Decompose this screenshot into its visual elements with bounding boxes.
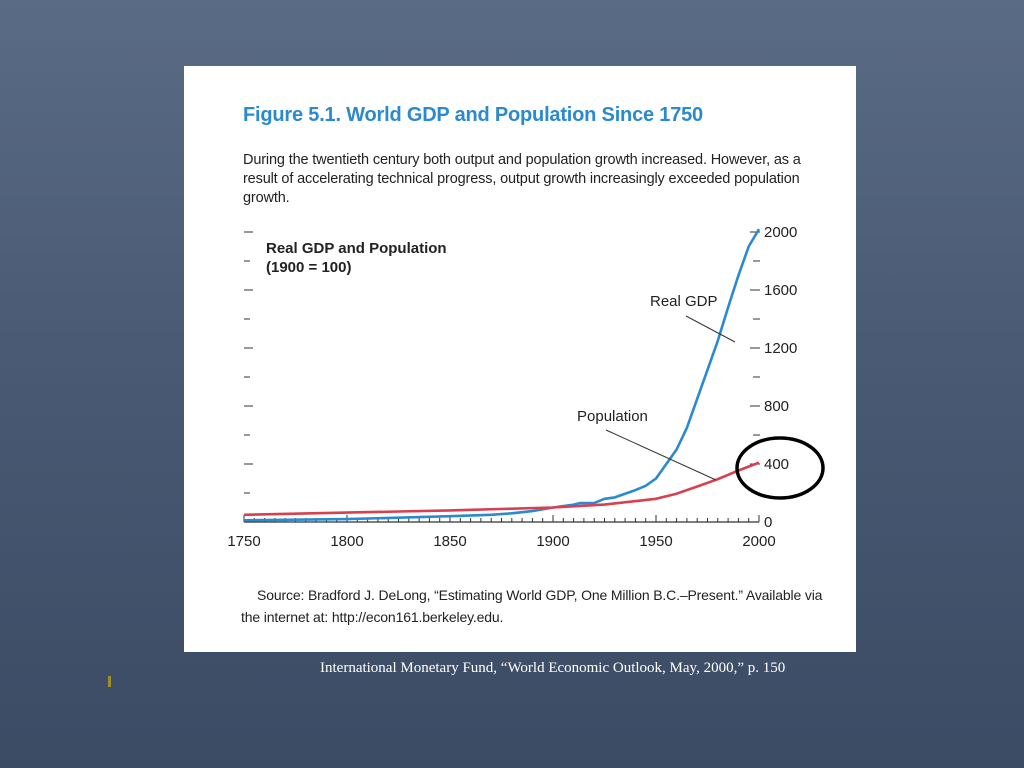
series-line-real-gdp xyxy=(243,228,761,522)
inner-label-line2: (1900 = 100) xyxy=(266,259,351,276)
x-tick-label: 2000 xyxy=(742,533,775,550)
slide-marker xyxy=(108,676,111,687)
series-label-population: Population xyxy=(577,408,648,425)
x-tick-label: 1950 xyxy=(639,533,672,550)
x-tick-label: 1750 xyxy=(227,533,260,550)
highlight-circle xyxy=(735,436,825,500)
x-tick-label: 1800 xyxy=(330,533,363,550)
y-tick-label: 2000 xyxy=(764,224,797,241)
y-tick-label: 400 xyxy=(764,456,789,473)
y-tick-label: 1200 xyxy=(764,340,797,357)
left-axis-ticks xyxy=(244,231,253,494)
population-label-leader xyxy=(605,429,717,481)
y-tick-label: 1600 xyxy=(764,282,797,299)
gdp-label-leader xyxy=(685,315,736,343)
slide-caption: International Monetary Fund, “World Econ… xyxy=(320,660,786,676)
gdp-population-chart: 0 400 800 1200 1600 2000 1750 1800 1850 1900 1950… xyxy=(227,224,825,550)
x-axis: 1750 1800 1850 1900 1950 2000 xyxy=(227,515,776,550)
series-label-real-gdp: Real GDP xyxy=(650,293,718,310)
y-tick-label: 800 xyxy=(764,398,789,415)
figure-title: Figure 5.1. World GDP and Population Sin… xyxy=(243,104,703,126)
x-tick-label: 1850 xyxy=(433,533,466,550)
figure-description: During the twentieth century both output… xyxy=(243,152,801,206)
series-line-population xyxy=(243,461,760,517)
x-tick-label: 1900 xyxy=(536,533,569,550)
figure-panel: Figure 5.1. World GDP and Population Sin… xyxy=(184,66,856,652)
inner-label-line1: Real GDP and Population xyxy=(266,240,447,257)
right-y-axis: 0 400 800 1200 1600 2000 xyxy=(750,224,797,531)
figure-source: Source: Bradford J. DeLong, “Estimating … xyxy=(241,587,823,625)
y-tick-label: 0 xyxy=(764,514,772,531)
series-layer xyxy=(243,228,761,522)
